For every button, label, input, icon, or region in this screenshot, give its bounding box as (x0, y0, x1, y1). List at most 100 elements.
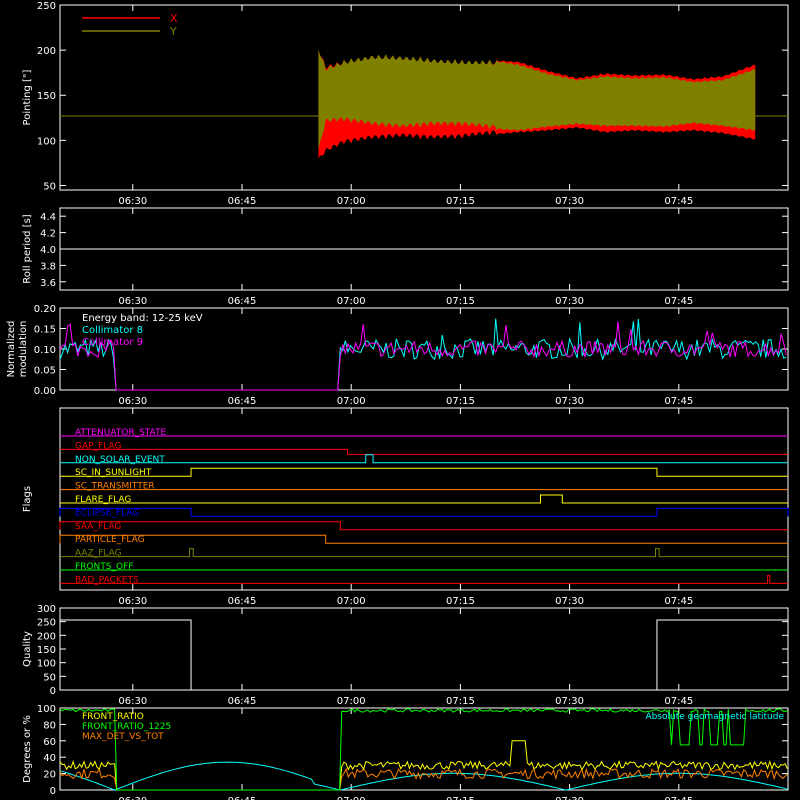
x-tick-label: 07:00 (337, 696, 366, 707)
legend-collimator-8: Collimator 8 (82, 325, 143, 336)
x-tick-label: 06:45 (228, 396, 257, 407)
flag-trace (60, 494, 788, 504)
y-tick-label: 200 (37, 631, 56, 642)
series-front-ratio-1225 (59, 708, 788, 791)
x-tick-label: 07:00 (337, 396, 366, 407)
y-tick-label: 50 (43, 672, 56, 683)
y-tick-label: 0.00 (34, 386, 56, 397)
flag-trace (60, 467, 788, 477)
plot-frame (59, 707, 789, 791)
x-tick-label: 07:30 (555, 596, 584, 607)
y-tick-label: 4.2 (40, 229, 56, 240)
y-axis-label: Roll period [s] (22, 214, 33, 283)
flag-trace (60, 454, 788, 464)
flag-label-sc-transmitter: SC_TRANSMITTER (75, 482, 155, 492)
y-tick-label: 250 (37, 1, 56, 12)
series-geomagnetic-latitude (59, 761, 789, 791)
flag-label-aaz-flag: AAZ_FLAG (75, 549, 122, 559)
x-tick-label: 07:00 (337, 796, 366, 800)
legend-geomagnetic-latitude: Absolute geomagnetic latitude (645, 712, 784, 722)
y-axis-label: Flags (22, 486, 33, 512)
flag-trace (59, 507, 789, 517)
x-tick-label: 07:00 (337, 296, 366, 307)
y-tick-label: 0.05 (34, 366, 56, 377)
series-collimator-9 (59, 321, 787, 391)
flags-panel: ATTENUATOR_STATE GAP_FLAG NON_SOLAR_EVENT S… (59, 428, 789, 585)
flag-trace (59, 534, 788, 544)
x-tick-label: 07:30 (555, 296, 584, 307)
x-tick-label: 06:45 (228, 796, 257, 800)
y-tick-label: 50 (43, 181, 56, 192)
flag-label-sc-in-sunlight: SC_IN_SUNLIGHT (75, 468, 152, 478)
x-tick-label: 06:30 (118, 596, 147, 607)
flag-label-fronts-off: FRONTS_OFF (75, 562, 133, 572)
x-tick-label: 07:45 (664, 396, 693, 407)
x-tick-label: 07:00 (337, 596, 366, 607)
x-tick-label: 07:45 (664, 296, 693, 307)
y-tick-label: 40 (43, 753, 56, 764)
energy-band-label: Energy band: 12-25 keV (82, 313, 203, 324)
x-tick-label: 07:15 (446, 596, 475, 607)
flag-label-attenuator-state: ATTENUATOR_STATE (75, 428, 167, 438)
x-tick-label: 06:45 (228, 196, 257, 207)
x-tick-label: 06:30 (118, 296, 147, 307)
y-tick-label: 100 (37, 659, 56, 670)
x-tick-label: 07:45 (664, 696, 693, 707)
y-axis-label: Pointing ["] (22, 69, 33, 125)
x-tick-label: 06:45 (228, 296, 257, 307)
flag-label-particle-flag: PARTICLE_FLAG (75, 535, 145, 545)
x-tick-label: 06:45 (228, 696, 257, 707)
panel-3: 06:30 06:45 07:00 07:15 07:30 07:45 0.00 0.05 0.… (6, 304, 789, 407)
y-tick-label: 100 (37, 136, 56, 147)
y-tick-label: 3.6 (40, 278, 56, 289)
y-tick-label: 150 (37, 91, 56, 102)
x-tick-label: 07:00 (337, 196, 366, 207)
y-tick-label: 4.4 (40, 212, 56, 223)
legend-max-det-vs-tot: MAX_DET_VS_TOT (82, 732, 164, 742)
x-tick-label: 07:15 (446, 296, 475, 307)
y-axis-label: Quality (22, 631, 33, 667)
y-tick-label: 4.0 (40, 245, 56, 256)
y-tick-label: 0.15 (34, 325, 56, 336)
y-tick-label: 100 (37, 704, 56, 715)
y-axis-label: Normalized (6, 321, 17, 378)
quality-series (60, 619, 788, 691)
pointing-series: XY (60, 12, 788, 159)
y-tick-label: 0.10 (34, 345, 56, 356)
flag-label-saa-flag: SAA_FLAG (75, 522, 121, 532)
x-tick-label: 07:15 (446, 396, 475, 407)
x-tick-label: 07:15 (446, 796, 475, 800)
flag-trace (60, 574, 788, 584)
plot-frame (59, 4, 789, 191)
flag-label-eclipse-flag: ECLIPSE_FLAG (75, 508, 139, 518)
flag-label-non-solar-event: NON_SOLAR_EVENT (75, 455, 165, 465)
panel-6: 06:30 06:45 07:00 07:15 07:30 07:45 0 20 40 60 80 1… (22, 704, 789, 800)
legend-label-x: X (170, 12, 178, 25)
y-tick-label: 0.20 (34, 304, 56, 315)
x-tick-label: 07:30 (555, 196, 584, 207)
flag-trace (60, 548, 788, 558)
x-tick-label: 07:45 (664, 596, 693, 607)
x-tick-label: 06:30 (118, 796, 147, 800)
x-tick-label: 06:30 (118, 196, 147, 207)
ratio-series: FRONT_RATIOFRONT_RATIO_1225MAX_DET_VS_TO… (59, 708, 789, 791)
legend-front-ratio-1225: FRONT_RATIO_1225 (82, 722, 171, 732)
y-tick-label: 0 (50, 686, 56, 697)
y-axis-label: Degrees or % (22, 715, 33, 783)
legend-label-y: Y (169, 25, 177, 38)
y-tick-label: 80 (43, 720, 56, 731)
y-tick-label: 300 (37, 604, 56, 615)
x-tick-label: 06:30 (118, 696, 147, 707)
legend-collimator-9: Collimator 9 (82, 337, 143, 348)
flag-trace (60, 448, 788, 455)
y-tick-label: 0 (50, 786, 56, 797)
x-tick-label: 07:15 (446, 196, 475, 207)
flag-label-gap-flag: GAP_FLAG (75, 441, 121, 451)
panel-1: 06:30 06:45 07:00 07:15 07:30 07:45 50 100 150 20… (22, 1, 789, 207)
y-axis-label: modulation (18, 321, 29, 378)
x-tick-label: 07:30 (555, 396, 584, 407)
x-tick-label: 06:30 (118, 396, 147, 407)
x-tick-label: 06:45 (228, 596, 257, 607)
